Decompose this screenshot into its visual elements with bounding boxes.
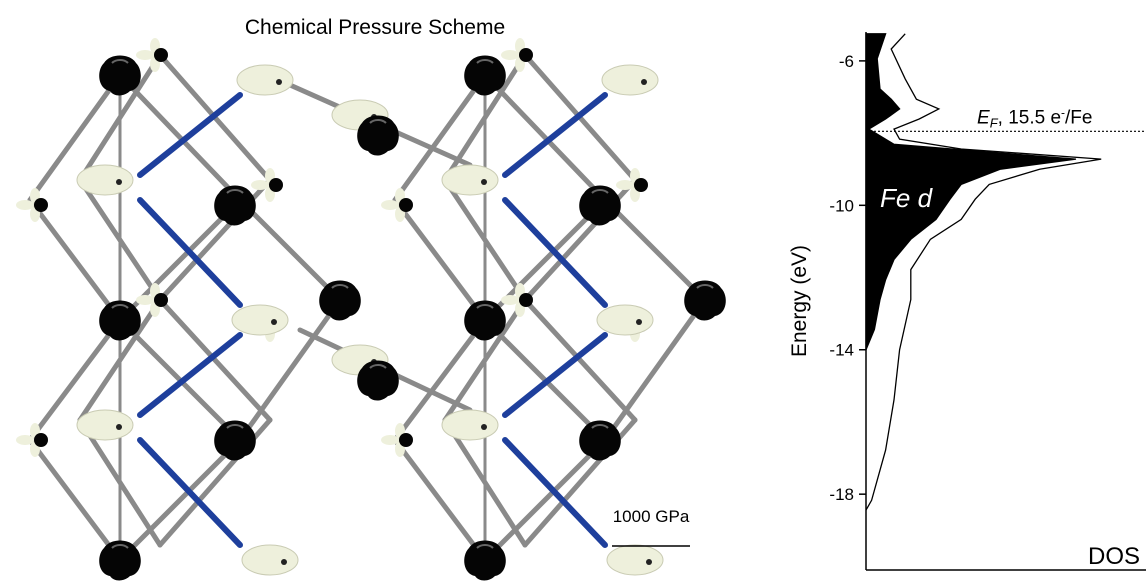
figure: Chemical Pressure Scheme 1000 GPa -6-10-… bbox=[0, 0, 1146, 586]
annotation: Fe d bbox=[880, 183, 934, 213]
structure-illustration bbox=[16, 38, 726, 581]
x-axis-label: DOS bbox=[1088, 543, 1140, 570]
dos-line bbox=[866, 34, 1101, 510]
fermi-label-text: , 15.5 e bbox=[998, 107, 1061, 128]
y-tick-label: -10 bbox=[829, 196, 854, 215]
dos-plot: -6 -10 -14 -18 EF, 15.5 e-/Fe Fe d Energy (eV)… bbox=[788, 32, 1146, 570]
title: Chemical Pressure Scheme bbox=[245, 16, 505, 39]
fermi-label-symbol: E bbox=[977, 107, 990, 128]
y-tick-label: -14 bbox=[829, 341, 854, 360]
y-tick-label: -6 bbox=[839, 52, 854, 71]
fermi-label-suffix: /Fe bbox=[1065, 107, 1092, 128]
scale-bar-label: 1000 GPa bbox=[613, 507, 690, 526]
y-axis-label: Energy (eV) bbox=[788, 245, 811, 357]
fermi-label: EF, 15.5 e-/Fe bbox=[977, 105, 1092, 130]
y-tick-label: -18 bbox=[829, 485, 854, 504]
